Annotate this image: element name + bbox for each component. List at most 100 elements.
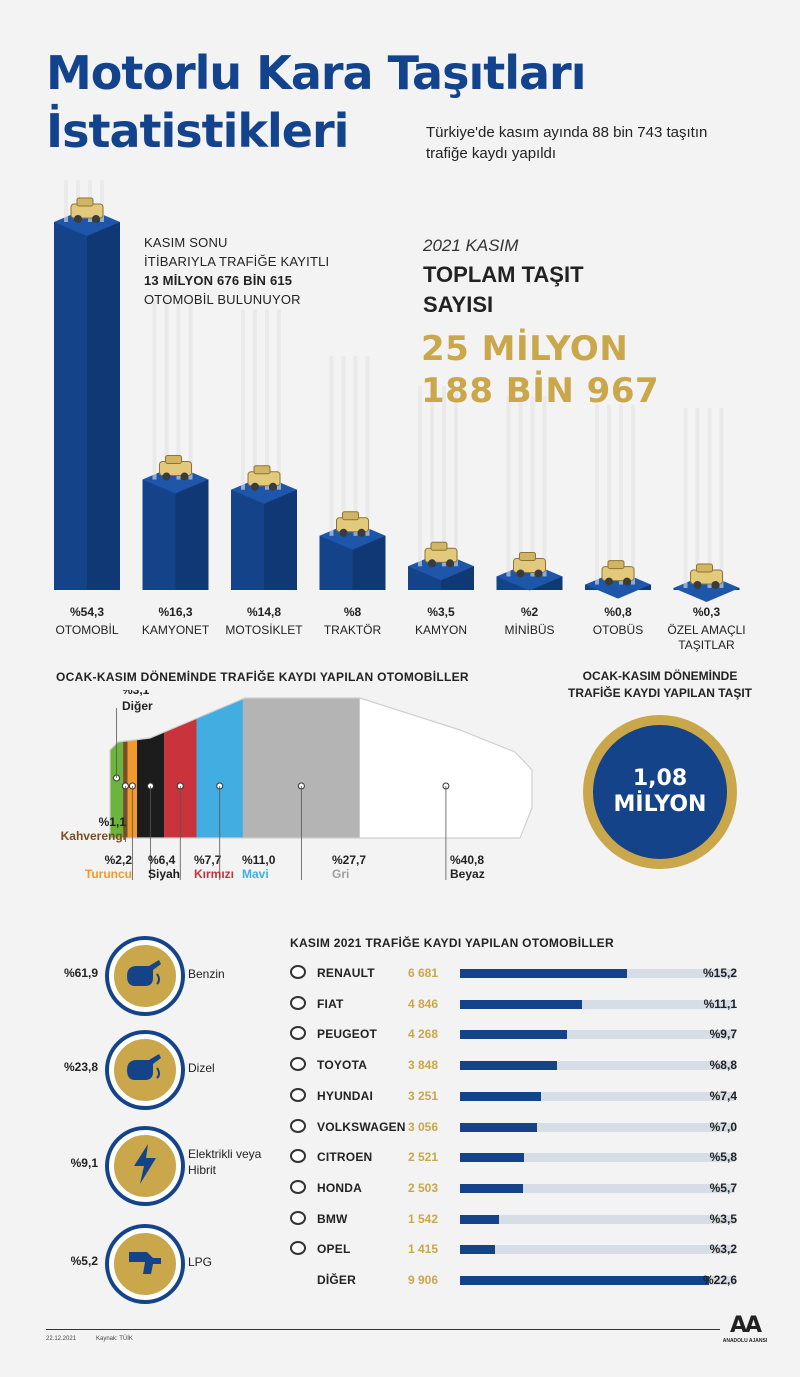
aa-logo: AA ANADOLU AJANSI bbox=[720, 1314, 770, 1354]
vehicle-bar-category-label: KAMYONET bbox=[142, 623, 210, 637]
brand-share: %7,0 bbox=[709, 1119, 737, 1134]
toyota-logo-icon bbox=[290, 1057, 306, 1072]
footer-date: 22.12.2021 bbox=[46, 1336, 77, 1342]
car-color-segment-1 bbox=[123, 698, 128, 838]
brand-bar-track bbox=[460, 1091, 735, 1101]
vehicle-bar-shadow bbox=[241, 309, 245, 490]
car-color-name-label: Beyaz bbox=[450, 867, 485, 881]
brand-bar-fill bbox=[460, 1153, 524, 1163]
fuel-type-list: %61,9 Benzin %23,8 Dizel %9,1 Elektrikli veya… bbox=[0, 930, 280, 1310]
brand-count: 6 681 bbox=[407, 966, 438, 980]
brand-bar-fill bbox=[460, 999, 583, 1009]
brand-share: %5,8 bbox=[709, 1150, 737, 1165]
vehicle-bar-category-label: MİNİBÜS bbox=[504, 623, 554, 637]
vehicle-bar-4 bbox=[408, 386, 474, 590]
brand-row: TOYOTA 3 848 %8,8 bbox=[0, 1054, 800, 1076]
total-registered-label-line1: OCAK-KASIM DÖNEMİNDE bbox=[582, 669, 738, 683]
vehicle-bar-side bbox=[175, 479, 209, 590]
vehicle-bar-shadow bbox=[595, 404, 599, 585]
brand-bar-track bbox=[460, 1183, 735, 1193]
fuel-label: Benzin bbox=[188, 967, 225, 981]
brand-share: %5,7 bbox=[709, 1180, 737, 1195]
brand-count: 9 906 bbox=[407, 1273, 438, 1287]
brand-row: DİĞER 9 906 %22,6 bbox=[0, 1269, 800, 1291]
vehicle-bar-shadow bbox=[164, 299, 169, 480]
brand-name: TOYOTA bbox=[317, 1058, 368, 1073]
vehicle-bar-category-label: ÖZEL AMAÇLI bbox=[667, 623, 745, 637]
car-color-value-label: %27,7 bbox=[332, 853, 366, 867]
car-color-name-label: Gri bbox=[332, 867, 349, 881]
vehicle-bar-7 bbox=[673, 407, 740, 602]
brand-row: OPEL 1 415 %3,2 bbox=[0, 1238, 800, 1260]
brand-row: RENAULT 6 681 %15,2 bbox=[0, 962, 800, 984]
vehicle-bar-5 bbox=[496, 396, 563, 591]
footer-divider bbox=[46, 1329, 720, 1330]
brand-bar-fill bbox=[460, 1245, 496, 1255]
vehicle-bar-shadow bbox=[329, 355, 334, 536]
car-color-segment-2 bbox=[127, 698, 138, 838]
brand-count: 4 268 bbox=[407, 1027, 438, 1042]
total-registered-label: OCAK-KASIM DÖNEMİNDE TRAFİĞE KAYDI YAPIL… bbox=[560, 668, 760, 702]
brand-bar-track bbox=[460, 1061, 735, 1071]
fuel-label: LPG bbox=[188, 1255, 213, 1269]
brand-row: HONDA 2 503 %5,7 bbox=[0, 1177, 800, 1199]
brand-bar-fill bbox=[460, 1091, 542, 1101]
bus-icon bbox=[601, 560, 635, 586]
fuel-row: %9,1 Elektrikli veya Hibrit bbox=[0, 1128, 280, 1208]
car-color-segments bbox=[110, 698, 532, 838]
note-line4: OTOMOBİL BULUNUYOR bbox=[144, 292, 301, 307]
car-color-value-label: %11,0 bbox=[242, 853, 276, 867]
renault-logo-icon bbox=[290, 965, 306, 979]
car-color-name-label: Kahverengi bbox=[61, 829, 126, 843]
car-color-name-label: Kırmızı bbox=[194, 867, 234, 881]
brand-count: 2 521 bbox=[407, 1150, 438, 1165]
vehicle-bar-shadow bbox=[619, 404, 623, 585]
vehicle-bar-category-label: OTOBÜS bbox=[593, 623, 643, 637]
vehicle-bar-top bbox=[585, 570, 651, 599]
vehicle-bar-top bbox=[408, 552, 474, 581]
vehicle-bar-1 bbox=[142, 299, 209, 590]
vehicle-bar-shadow bbox=[683, 407, 688, 588]
car-color-name-label: Turuncu bbox=[85, 867, 132, 881]
hyundai-logo-icon bbox=[290, 1087, 306, 1102]
brand-bar-track bbox=[460, 1214, 735, 1224]
aa-logo-text: ANADOLU AJANSI bbox=[722, 1338, 768, 1344]
total-label-title: TOPLAM TAŞIT SAYISI bbox=[423, 262, 584, 317]
vehicle-bar-value-label: %0,3 bbox=[693, 605, 721, 619]
vehicle-bar-value-label: %0,8 bbox=[604, 605, 632, 619]
fuel-share: %9,1 bbox=[70, 1156, 98, 1170]
car-color-value-label: %6,4 bbox=[148, 853, 176, 867]
fiat-logo-icon bbox=[290, 995, 306, 1010]
fuel-share: %5,2 bbox=[70, 1254, 98, 1268]
car-color-value-label: %3,1 bbox=[122, 690, 150, 697]
car-color-value-label: %40,8 bbox=[450, 853, 484, 867]
brand-share: %3,5 bbox=[709, 1211, 737, 1226]
vehicle-bar-0 bbox=[54, 180, 120, 590]
vehicle-bar-category-label-line2: TAŞITLAR bbox=[678, 638, 735, 652]
brand-name: HONDA bbox=[317, 1180, 362, 1195]
car-color-value-label: %7,7 bbox=[194, 853, 222, 867]
vehicle-bar-shadow bbox=[277, 309, 281, 490]
vehicle-bar-shadow bbox=[152, 299, 157, 480]
total-registered-label-line2: TRAFİĞE KAYDI YAPILAN TAŞIT bbox=[567, 686, 753, 700]
total-registered-value: 1,08 MİLYON bbox=[605, 766, 715, 818]
brand-name: DİĞER bbox=[317, 1273, 357, 1287]
brand-row: CITROEN 2 521 %5,8 bbox=[0, 1146, 800, 1168]
brands-section-title: KASIM 2021 TRAFİĞE KAYDI YAPILAN OTOMOBİ… bbox=[290, 936, 614, 950]
vehicle-bar-shadow bbox=[719, 407, 724, 588]
vehicle-bar-shadow bbox=[64, 180, 68, 222]
brand-row: PEUGEOT 4 268 %9,7 bbox=[0, 1023, 800, 1045]
vehicle-bar-shadow bbox=[631, 404, 635, 585]
brand-bar-track bbox=[460, 1245, 735, 1255]
opel-logo-icon bbox=[290, 1241, 306, 1256]
vehicle-bar-shadow bbox=[607, 404, 611, 585]
lightning-icon bbox=[130, 1143, 160, 1189]
brand-name: RENAULT bbox=[317, 966, 375, 980]
car-color-name-label: Siyah bbox=[148, 867, 180, 881]
vehicle-bar-3 bbox=[319, 355, 386, 590]
total-registered-value-line2: MİLYON bbox=[613, 792, 707, 817]
brand-bar-track bbox=[460, 1122, 735, 1132]
car-color-value-label: %2,2 bbox=[105, 853, 133, 867]
tractor-icon bbox=[336, 511, 369, 537]
brand-bar-fill bbox=[460, 1214, 499, 1224]
